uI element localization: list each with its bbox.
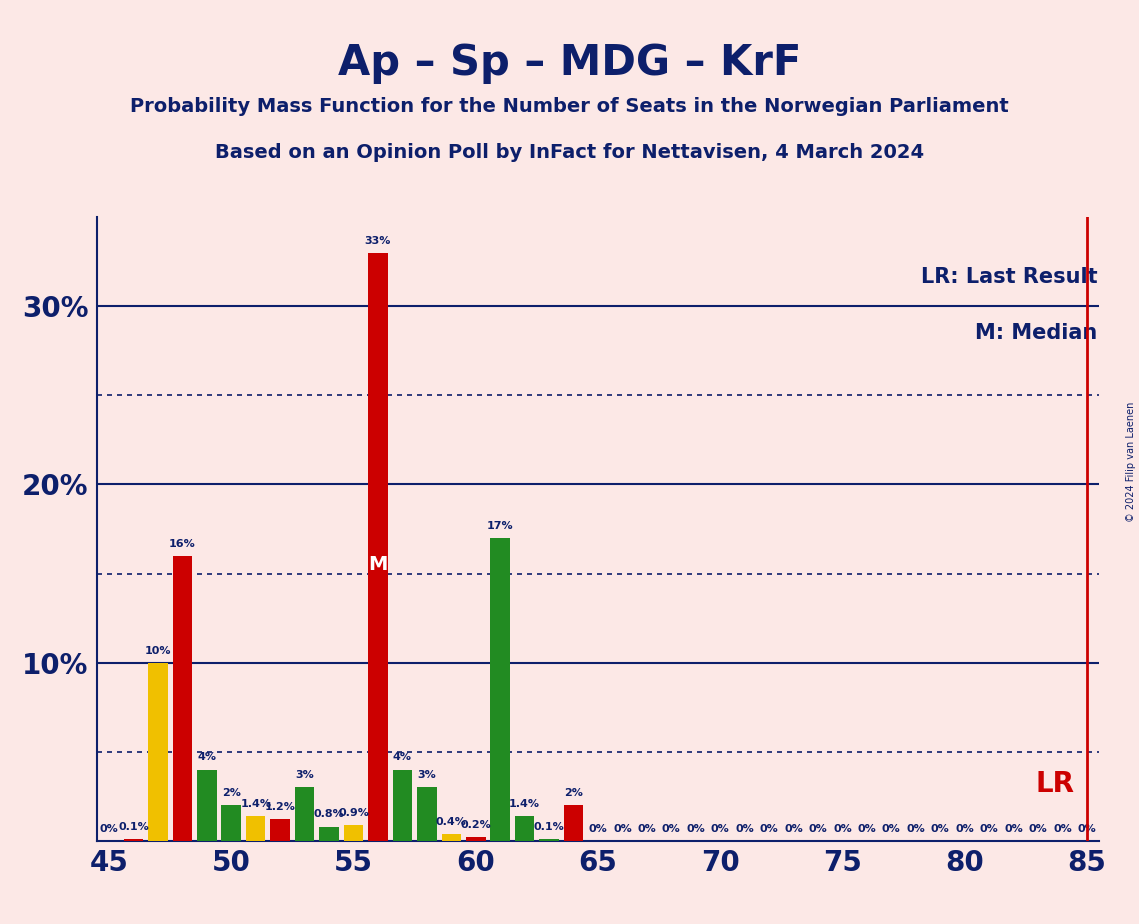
Text: 0.4%: 0.4% bbox=[436, 817, 467, 827]
Text: 0%: 0% bbox=[1077, 823, 1096, 833]
Text: 0.8%: 0.8% bbox=[313, 809, 344, 820]
Text: 0.9%: 0.9% bbox=[338, 808, 369, 818]
Text: 33%: 33% bbox=[364, 236, 391, 246]
Text: 1.4%: 1.4% bbox=[509, 798, 540, 808]
Bar bbox=[491, 538, 510, 841]
Bar bbox=[417, 787, 436, 841]
Text: 0%: 0% bbox=[613, 823, 632, 833]
Text: 0%: 0% bbox=[907, 823, 925, 833]
Text: 0%: 0% bbox=[711, 823, 730, 833]
Bar bbox=[393, 770, 412, 841]
Text: 0%: 0% bbox=[1005, 823, 1023, 833]
Bar bbox=[148, 663, 167, 841]
Text: 3%: 3% bbox=[295, 771, 314, 780]
Bar bbox=[173, 555, 192, 841]
Text: 0%: 0% bbox=[858, 823, 876, 833]
Text: 0.1%: 0.1% bbox=[534, 822, 565, 832]
Text: 0%: 0% bbox=[1054, 823, 1072, 833]
Text: LR: Last Result: LR: Last Result bbox=[920, 267, 1097, 287]
Text: 0%: 0% bbox=[931, 823, 950, 833]
Bar bbox=[246, 816, 265, 841]
Bar bbox=[344, 825, 363, 841]
Text: 0%: 0% bbox=[100, 823, 118, 833]
Text: 0.1%: 0.1% bbox=[118, 822, 149, 832]
Bar bbox=[466, 837, 485, 841]
Text: 17%: 17% bbox=[486, 521, 514, 530]
Text: 4%: 4% bbox=[197, 752, 216, 762]
Bar bbox=[124, 839, 144, 841]
Text: 0%: 0% bbox=[956, 823, 974, 833]
Text: 0%: 0% bbox=[687, 823, 705, 833]
Bar bbox=[368, 253, 387, 841]
Bar bbox=[539, 839, 559, 841]
Bar bbox=[442, 833, 461, 841]
Text: 0%: 0% bbox=[980, 823, 999, 833]
Text: LR: LR bbox=[1035, 770, 1075, 797]
Bar bbox=[221, 805, 241, 841]
Bar bbox=[270, 820, 290, 841]
Text: 0%: 0% bbox=[1029, 823, 1048, 833]
Text: 0.2%: 0.2% bbox=[460, 821, 491, 830]
Text: Probability Mass Function for the Number of Seats in the Norwegian Parliament: Probability Mass Function for the Number… bbox=[130, 97, 1009, 116]
Text: 0%: 0% bbox=[736, 823, 754, 833]
Text: 1.2%: 1.2% bbox=[264, 802, 296, 812]
Bar bbox=[197, 770, 216, 841]
Text: 16%: 16% bbox=[169, 539, 196, 549]
Text: 2%: 2% bbox=[222, 788, 240, 798]
Text: 1.4%: 1.4% bbox=[240, 798, 271, 808]
Bar bbox=[295, 787, 314, 841]
Text: 2%: 2% bbox=[564, 788, 583, 798]
Text: 0%: 0% bbox=[589, 823, 607, 833]
Text: 0%: 0% bbox=[662, 823, 681, 833]
Bar bbox=[564, 805, 583, 841]
Text: 0%: 0% bbox=[760, 823, 778, 833]
Bar bbox=[515, 816, 534, 841]
Bar bbox=[319, 827, 338, 841]
Text: M: Median: M: Median bbox=[975, 323, 1097, 343]
Text: Based on an Opinion Poll by InFact for Nettavisen, 4 March 2024: Based on an Opinion Poll by InFact for N… bbox=[215, 143, 924, 163]
Text: 0%: 0% bbox=[638, 823, 656, 833]
Text: 0%: 0% bbox=[784, 823, 803, 833]
Text: 10%: 10% bbox=[145, 646, 171, 655]
Text: Ap – Sp – MDG – KrF: Ap – Sp – MDG – KrF bbox=[338, 42, 801, 83]
Text: 0%: 0% bbox=[833, 823, 852, 833]
Text: 4%: 4% bbox=[393, 752, 412, 762]
Text: 0%: 0% bbox=[809, 823, 827, 833]
Text: M: M bbox=[368, 555, 387, 574]
Text: © 2024 Filip van Laenen: © 2024 Filip van Laenen bbox=[1126, 402, 1136, 522]
Text: 3%: 3% bbox=[418, 771, 436, 780]
Text: 0%: 0% bbox=[882, 823, 901, 833]
